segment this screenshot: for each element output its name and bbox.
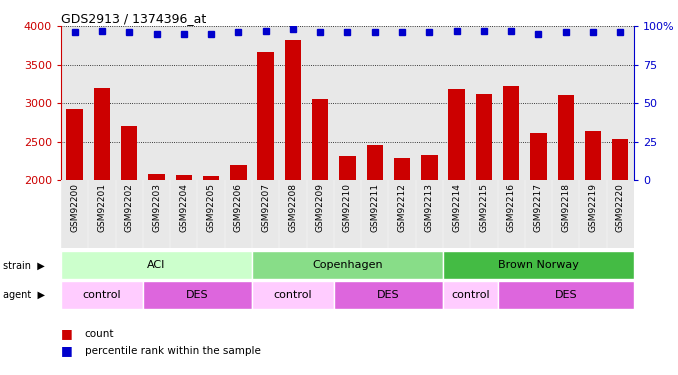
Text: DES: DES <box>377 290 400 300</box>
Bar <box>503 86 519 180</box>
Bar <box>585 131 601 180</box>
Bar <box>61 251 252 279</box>
Bar <box>394 159 410 180</box>
Bar <box>66 108 83 180</box>
Text: GSM92213: GSM92213 <box>425 183 434 232</box>
Text: GSM92206: GSM92206 <box>234 183 243 232</box>
Text: percentile rank within the sample: percentile rank within the sample <box>85 346 260 355</box>
Text: control: control <box>274 290 313 300</box>
Text: GSM92207: GSM92207 <box>261 183 270 232</box>
Text: GSM92212: GSM92212 <box>397 183 407 232</box>
Bar <box>258 52 274 180</box>
Bar <box>557 96 574 180</box>
Text: ACI: ACI <box>147 260 165 270</box>
Bar <box>94 88 110 180</box>
Text: Copenhagen: Copenhagen <box>312 260 383 270</box>
Bar <box>498 281 634 309</box>
Text: ■: ■ <box>61 327 73 340</box>
Bar <box>121 126 138 180</box>
Text: count: count <box>85 329 115 339</box>
Text: GSM92214: GSM92214 <box>452 183 461 232</box>
Bar <box>612 139 629 180</box>
Text: GSM92204: GSM92204 <box>179 183 188 232</box>
Text: DES: DES <box>555 290 577 300</box>
Bar <box>61 281 143 309</box>
Bar <box>230 165 247 180</box>
Text: GSM92209: GSM92209 <box>316 183 325 232</box>
Text: Brown Norway: Brown Norway <box>498 260 579 270</box>
Bar <box>285 40 301 180</box>
Bar <box>334 281 443 309</box>
Text: GSM92201: GSM92201 <box>98 183 106 232</box>
Text: control: control <box>83 290 121 300</box>
Text: GDS2913 / 1374396_at: GDS2913 / 1374396_at <box>61 12 206 25</box>
Text: GSM92210: GSM92210 <box>343 183 352 232</box>
Bar <box>203 176 219 180</box>
Bar <box>367 146 383 180</box>
Text: control: control <box>451 290 490 300</box>
Text: ■: ■ <box>61 344 73 357</box>
Text: GSM92216: GSM92216 <box>506 183 516 232</box>
Text: GSM92202: GSM92202 <box>125 183 134 232</box>
Bar <box>252 281 334 309</box>
Text: GSM92208: GSM92208 <box>288 183 298 232</box>
Text: strain  ▶: strain ▶ <box>3 260 45 270</box>
Text: GSM92205: GSM92205 <box>207 183 216 232</box>
Text: GSM92200: GSM92200 <box>70 183 79 232</box>
Bar <box>476 94 492 180</box>
Bar <box>339 156 356 180</box>
Text: GSM92211: GSM92211 <box>370 183 379 232</box>
Bar <box>143 281 252 309</box>
Bar <box>252 251 443 279</box>
Bar <box>530 133 546 180</box>
Text: GSM92215: GSM92215 <box>479 183 488 232</box>
Text: GSM92220: GSM92220 <box>616 183 625 232</box>
Text: DES: DES <box>186 290 209 300</box>
Text: GSM92203: GSM92203 <box>152 183 161 232</box>
Bar <box>421 154 437 180</box>
Text: agent  ▶: agent ▶ <box>3 290 45 300</box>
Text: GSM92218: GSM92218 <box>561 183 570 232</box>
Bar <box>176 176 192 180</box>
Text: GSM92219: GSM92219 <box>589 183 597 232</box>
Bar <box>443 251 634 279</box>
Text: GSM92217: GSM92217 <box>534 183 543 232</box>
Bar <box>443 281 498 309</box>
Bar <box>312 99 328 180</box>
Bar <box>148 174 165 180</box>
Bar <box>448 89 465 180</box>
